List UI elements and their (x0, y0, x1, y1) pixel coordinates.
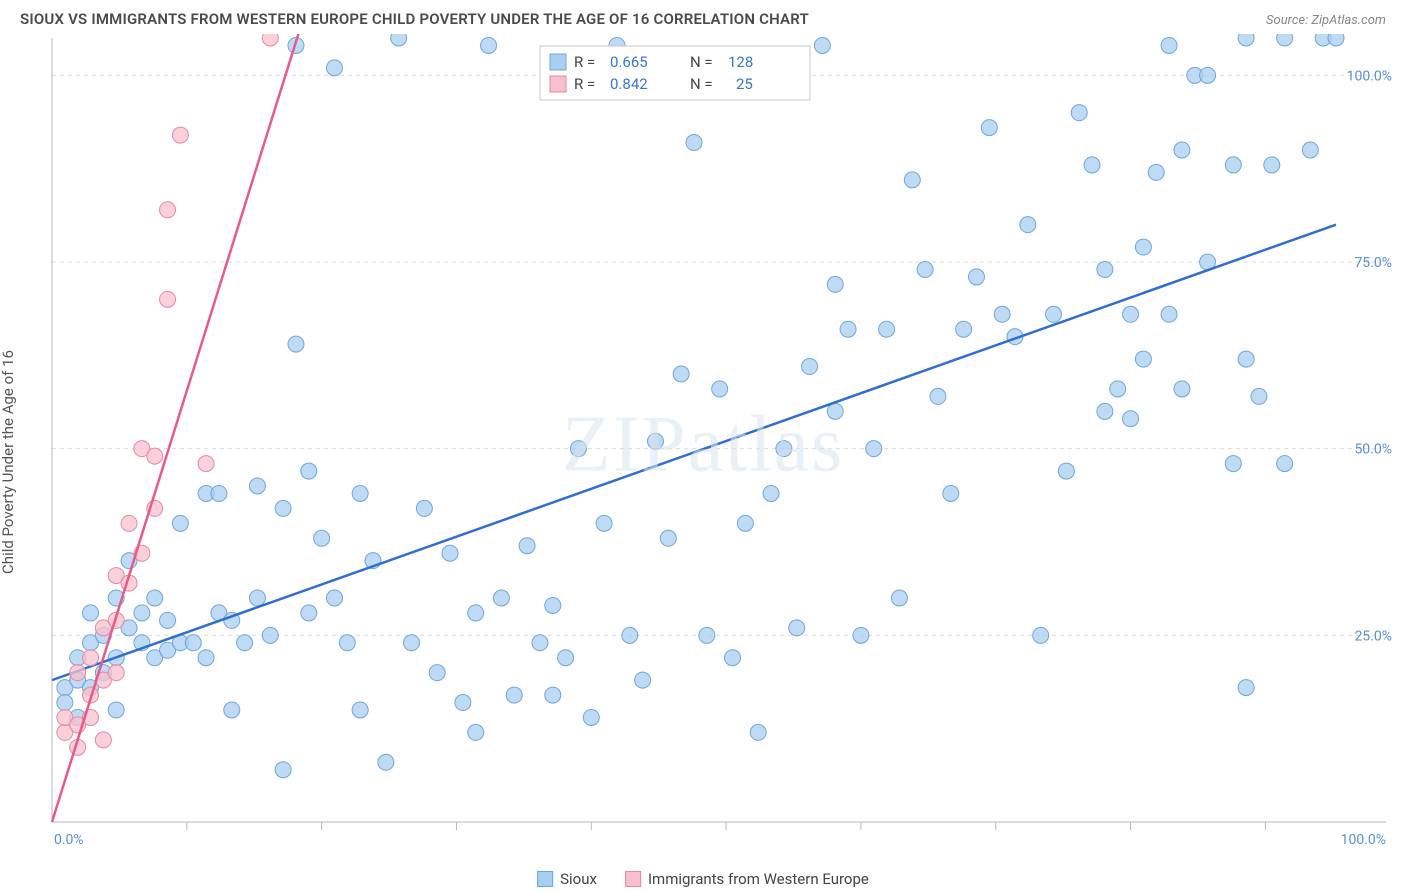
svg-text:100.0%: 100.0% (1341, 832, 1386, 848)
svg-text:R =: R = (574, 75, 595, 93)
svg-text:50.0%: 50.0% (1354, 442, 1392, 458)
svg-text:25: 25 (736, 75, 753, 93)
legend-swatch-pink (625, 871, 641, 887)
svg-text:75.0%: 75.0% (1354, 255, 1392, 271)
legend-label-sioux: Sioux (560, 870, 597, 888)
chart-source: Source: ZipAtlas.com (1266, 13, 1386, 28)
svg-text:100.0%: 100.0% (1347, 68, 1392, 84)
legend-item-sioux: Sioux (537, 870, 597, 888)
svg-text:0.842: 0.842 (610, 75, 648, 93)
svg-text:N =: N = (690, 53, 713, 71)
svg-text:N =: N = (690, 75, 713, 93)
chart-area: Child Poverty Under the Age of 16 ZIPatl… (0, 34, 1406, 890)
chart-title: SIOUX VS IMMIGRANTS FROM WESTERN EUROPE … (20, 10, 809, 28)
series-legend: Sioux Immigrants from Western Europe (537, 870, 869, 888)
svg-text:0.665: 0.665 (610, 53, 648, 71)
legend-item-immigrants: Immigrants from Western Europe (625, 870, 869, 888)
svg-text:R =: R = (574, 53, 595, 71)
legend-label-immigrants: Immigrants from Western Europe (648, 870, 869, 888)
y-axis-label: Child Poverty Under the Age of 16 (0, 350, 17, 574)
svg-text:25.0%: 25.0% (1354, 628, 1392, 644)
chart-header: SIOUX VS IMMIGRANTS FROM WESTERN EUROPE … (0, 0, 1406, 34)
scatter-plot: 25.0% 50.0% 75.0% 100.0% 0.0% 100.0% R = 0.665 N… (0, 34, 1406, 854)
svg-text:0.0%: 0.0% (54, 832, 84, 848)
legend-swatch-blue (537, 871, 553, 887)
svg-text:128: 128 (728, 53, 753, 71)
